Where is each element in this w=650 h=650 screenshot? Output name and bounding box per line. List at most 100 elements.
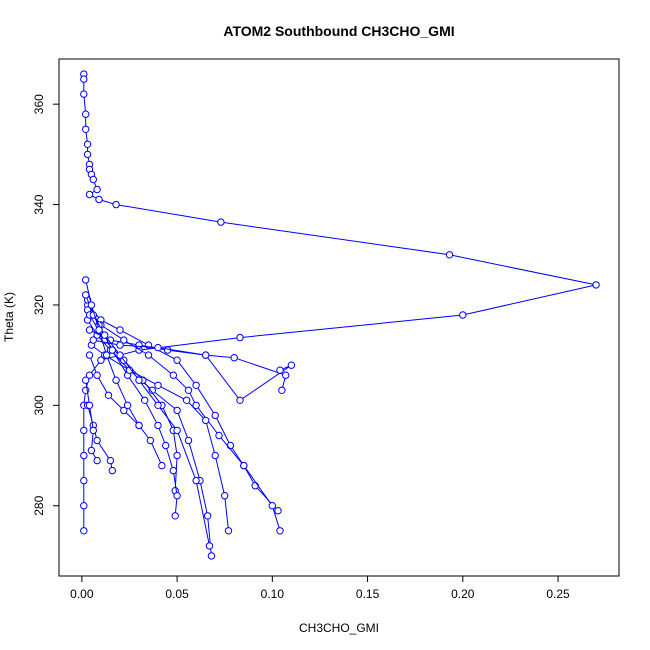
data-point xyxy=(101,331,109,339)
series-line xyxy=(89,314,178,491)
series-line xyxy=(91,344,229,531)
data-point xyxy=(236,333,244,342)
data-point xyxy=(93,371,101,379)
data-point xyxy=(116,326,124,334)
y-tick-label: 360 xyxy=(32,94,46,114)
data-point xyxy=(154,343,162,352)
data-point xyxy=(97,356,105,364)
series-line xyxy=(87,304,279,512)
data-point xyxy=(211,411,219,420)
series-line xyxy=(87,309,281,531)
y-tick-label: 340 xyxy=(32,194,46,214)
data-point xyxy=(224,527,233,535)
data-point xyxy=(82,110,90,118)
data-point xyxy=(123,401,132,409)
plot-frame xyxy=(58,58,620,577)
data-point xyxy=(230,354,238,362)
data-point xyxy=(89,336,98,344)
x-tick-label: 0.05 xyxy=(165,587,189,601)
data-point xyxy=(158,461,166,470)
y-axis-label: Theta (K) xyxy=(2,292,16,342)
data-point xyxy=(192,476,200,485)
data-point xyxy=(217,218,225,226)
data-point xyxy=(120,336,128,344)
data-point xyxy=(240,461,248,470)
series-11 xyxy=(83,401,117,475)
data-point xyxy=(82,276,90,284)
data-point xyxy=(459,311,467,319)
data-point xyxy=(184,436,193,445)
data-point xyxy=(162,441,170,450)
x-axis-label: CH3CHO_GMI xyxy=(299,621,379,635)
data-point xyxy=(135,341,143,349)
series-12 xyxy=(82,376,101,465)
data-point xyxy=(80,502,88,510)
data-layer xyxy=(80,70,600,560)
data-point xyxy=(192,381,200,389)
data-point xyxy=(287,361,296,369)
data-point xyxy=(276,527,284,535)
data-point xyxy=(80,476,88,485)
x-tick-label: 0.10 xyxy=(261,587,285,601)
data-point xyxy=(85,401,94,409)
data-point xyxy=(108,466,117,475)
data-point xyxy=(85,351,94,359)
data-point xyxy=(192,401,200,409)
y-tick-label: 320 xyxy=(32,295,46,315)
data-point xyxy=(169,371,178,379)
data-point xyxy=(173,426,181,435)
data-point xyxy=(80,75,88,83)
data-point xyxy=(592,281,600,289)
series-7 xyxy=(87,341,233,535)
x-tick-label: 0.15 xyxy=(356,587,380,601)
data-point xyxy=(120,406,128,415)
data-point xyxy=(104,391,113,399)
data-point xyxy=(102,351,111,359)
data-point xyxy=(95,326,103,334)
data-point xyxy=(445,251,454,259)
data-point xyxy=(236,396,244,404)
data-point xyxy=(207,552,216,560)
chart-title: ATOM2 Southbound CH3CHO_GMI xyxy=(223,23,454,39)
x-axis: 0.00 0.05 0.10 0.15 0.20 0.25 xyxy=(70,575,570,601)
series-10 xyxy=(82,276,143,430)
data-point xyxy=(93,436,101,445)
series-9 xyxy=(85,351,166,470)
data-point xyxy=(95,195,103,204)
series-line xyxy=(93,339,292,401)
series-8 xyxy=(82,291,214,550)
data-point xyxy=(93,185,101,194)
x-tick-label: 0.00 xyxy=(70,587,94,601)
x-tick-label: 0.25 xyxy=(546,587,570,601)
data-point xyxy=(87,446,96,455)
x-tick-label: 0.20 xyxy=(451,587,475,601)
data-point xyxy=(80,426,88,435)
data-point xyxy=(85,371,94,379)
data-point xyxy=(282,371,290,379)
data-point xyxy=(144,351,153,359)
data-point xyxy=(226,441,235,450)
data-point xyxy=(83,150,92,159)
data-point xyxy=(173,492,181,500)
data-point xyxy=(171,512,179,520)
data-point xyxy=(80,451,88,460)
data-point xyxy=(89,175,98,184)
data-point xyxy=(83,140,92,149)
data-point xyxy=(251,482,259,490)
data-point xyxy=(112,376,120,384)
data-point xyxy=(268,502,276,510)
data-point xyxy=(112,200,120,209)
data-point xyxy=(173,356,181,364)
data-point xyxy=(80,90,88,98)
series-4 xyxy=(83,306,284,535)
data-point xyxy=(169,466,178,475)
data-point xyxy=(82,291,90,299)
data-point xyxy=(173,451,181,460)
data-point xyxy=(89,426,98,435)
data-point xyxy=(154,401,162,409)
data-point xyxy=(221,492,229,500)
data-point xyxy=(274,507,282,515)
data-point xyxy=(154,381,162,389)
data-point xyxy=(211,451,219,460)
